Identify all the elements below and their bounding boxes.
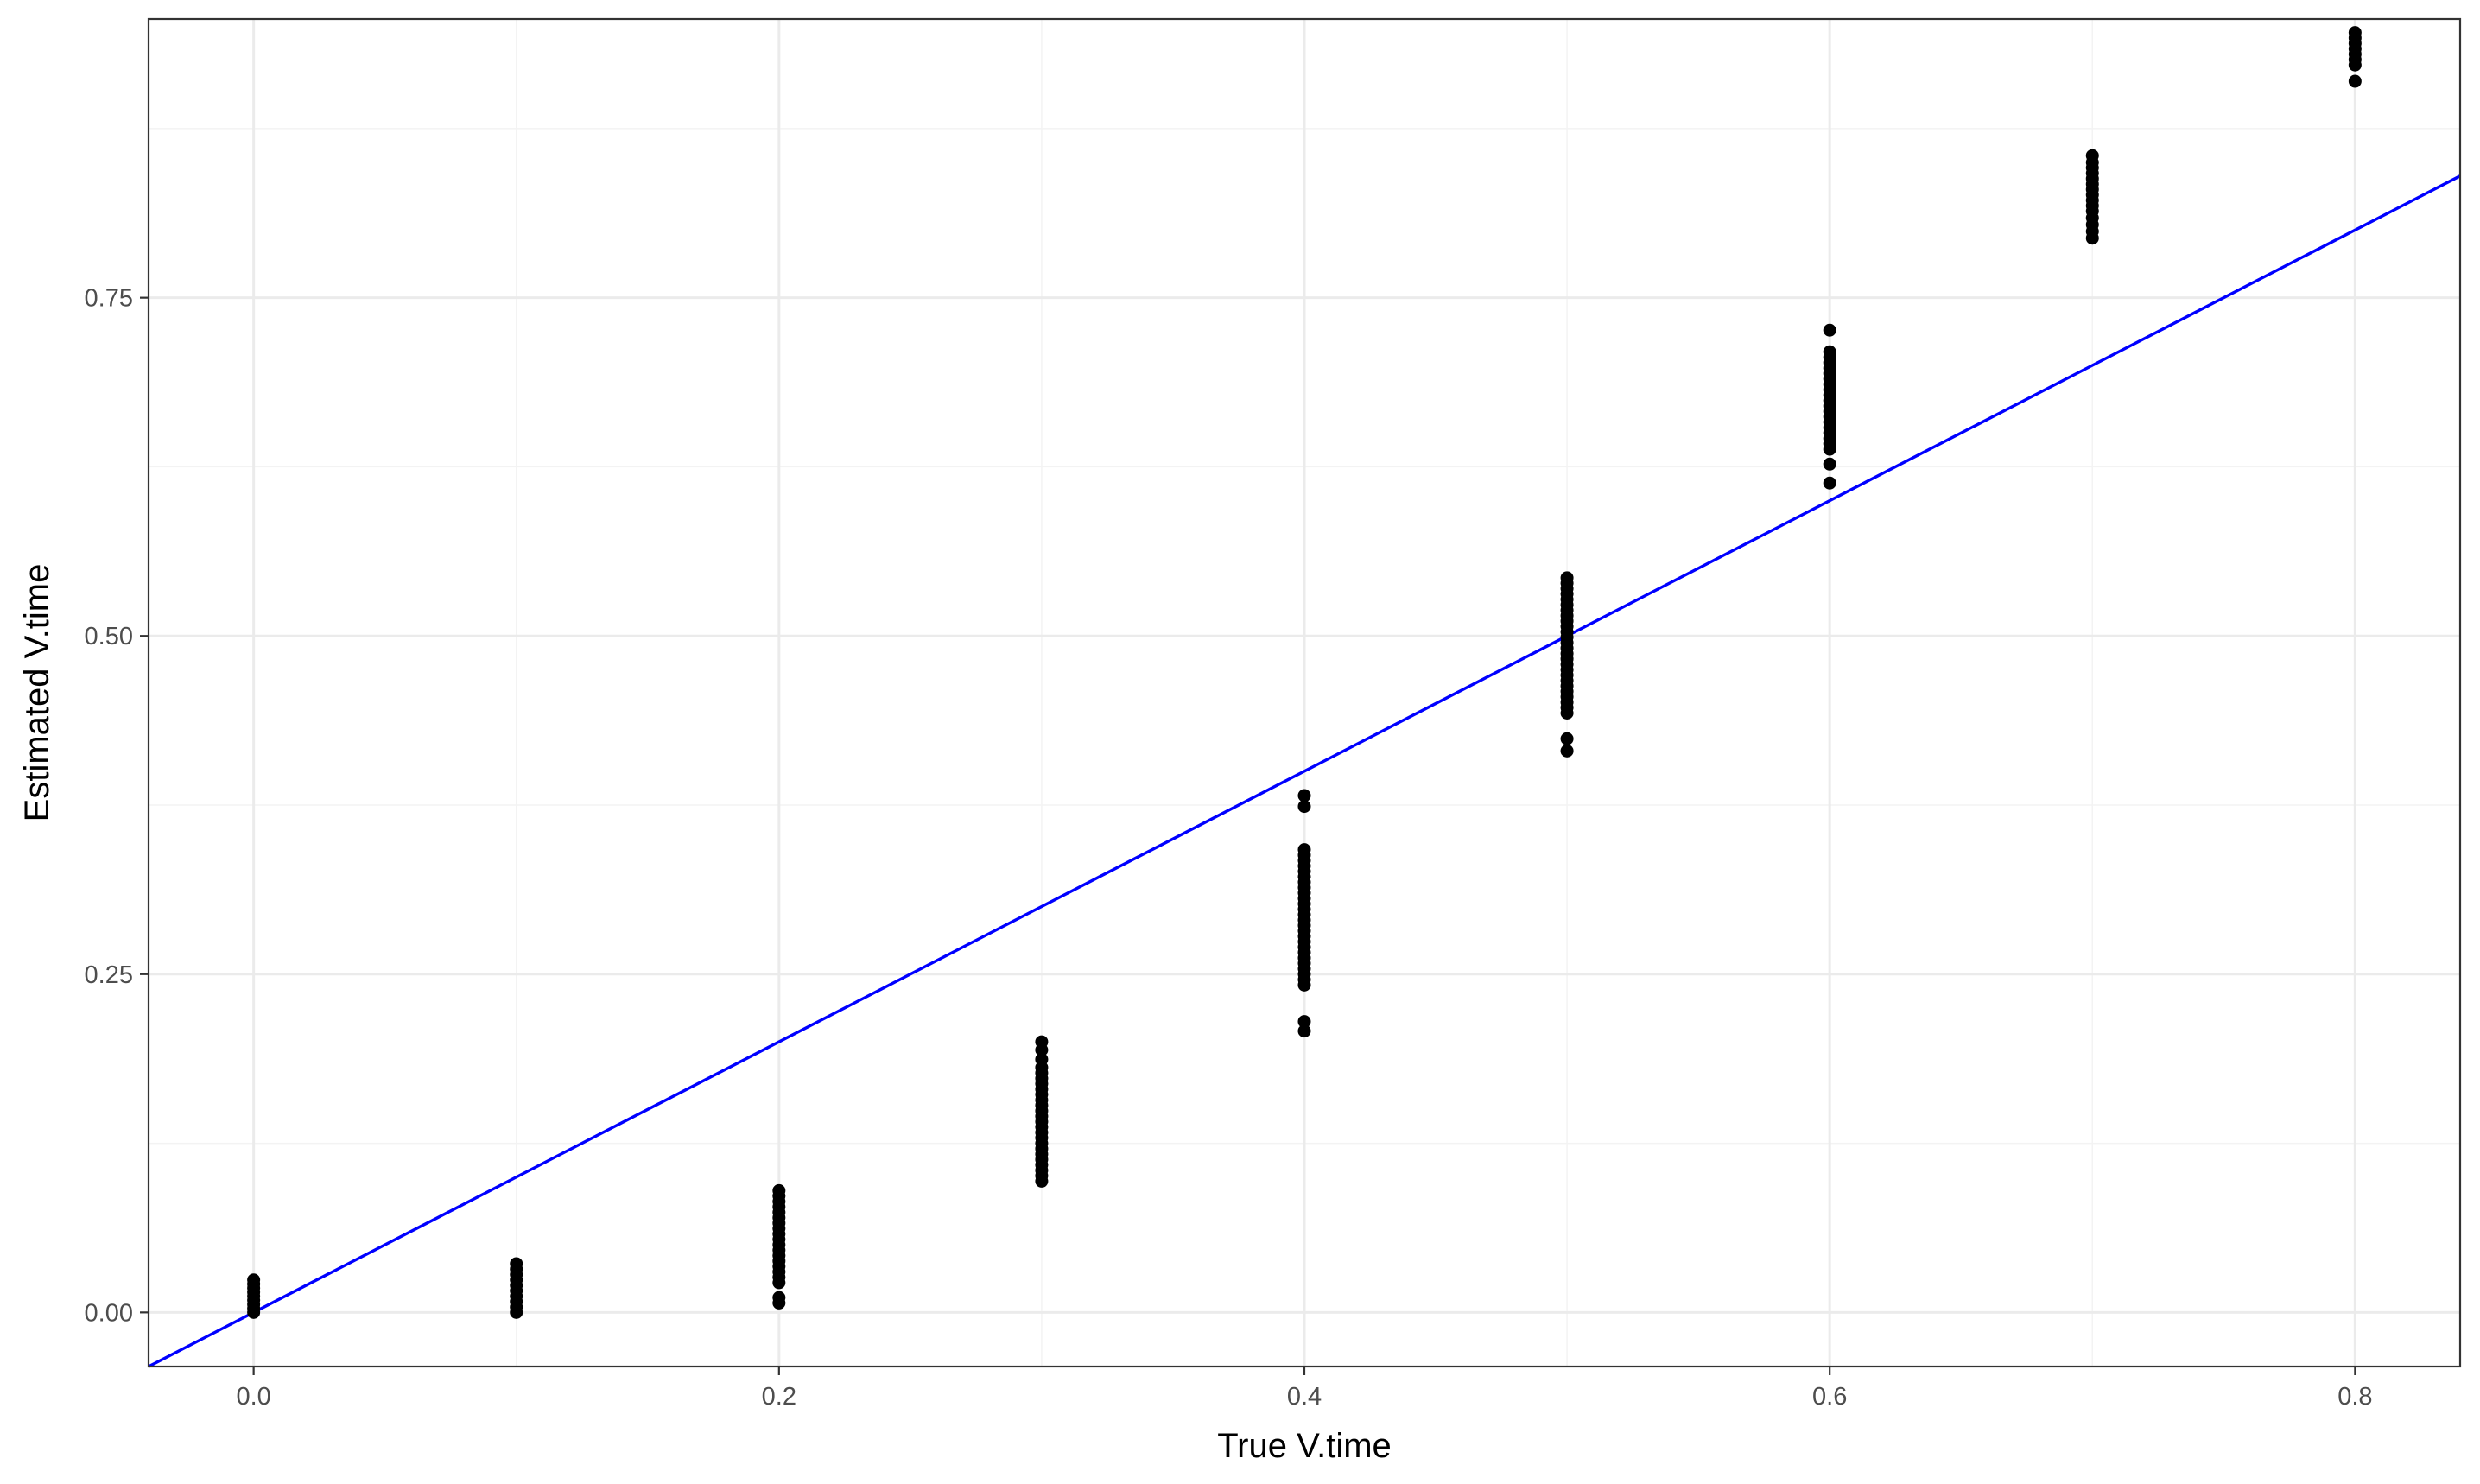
data-point (510, 1257, 523, 1271)
data-point (1297, 789, 1311, 802)
y-axis-title: Estimated V.time (18, 564, 56, 822)
x-tick-label: 0.4 (1287, 1383, 1322, 1411)
data-point (1297, 843, 1311, 857)
x-tick-label: 0.0 (236, 1383, 270, 1411)
major-gridlines (149, 19, 2460, 1367)
data-point (1035, 1035, 1049, 1049)
data-point (1035, 1052, 1049, 1066)
x-tick-label: 0.2 (762, 1383, 796, 1411)
data-points (247, 26, 2362, 1319)
data-point (1560, 571, 1574, 585)
x-tick-label: 0.6 (1812, 1383, 1847, 1411)
y-axis: 0.00 0.25 0.50 0.75 (85, 285, 149, 1327)
data-point (2085, 149, 2099, 162)
data-point (1823, 476, 1836, 490)
y-tick-label: 0.50 (85, 623, 133, 650)
y-tick-label: 0.25 (85, 961, 133, 989)
identity-reference-line (148, 174, 2461, 1368)
data-point (1560, 732, 1574, 745)
y-tick-label: 0.75 (85, 285, 133, 313)
x-axis: 0.0 0.2 0.4 0.6 0.8 (236, 1367, 2373, 1411)
x-axis-title: True V.time (1217, 1427, 1392, 1465)
data-point (2348, 74, 2362, 88)
reference-line-layer (148, 174, 2461, 1368)
data-point (1560, 744, 1574, 758)
y-tick-label: 0.00 (85, 1299, 133, 1327)
data-point (1297, 800, 1311, 814)
data-point (1823, 323, 1836, 337)
data-point (772, 1291, 786, 1304)
data-point (772, 1183, 786, 1197)
x-tick-label: 0.8 (2337, 1383, 2372, 1411)
data-point (1823, 457, 1836, 471)
data-point (1823, 345, 1836, 358)
data-point (1297, 1015, 1311, 1029)
data-point (247, 1273, 261, 1287)
data-point (2348, 26, 2362, 40)
data-point (1297, 1024, 1311, 1038)
